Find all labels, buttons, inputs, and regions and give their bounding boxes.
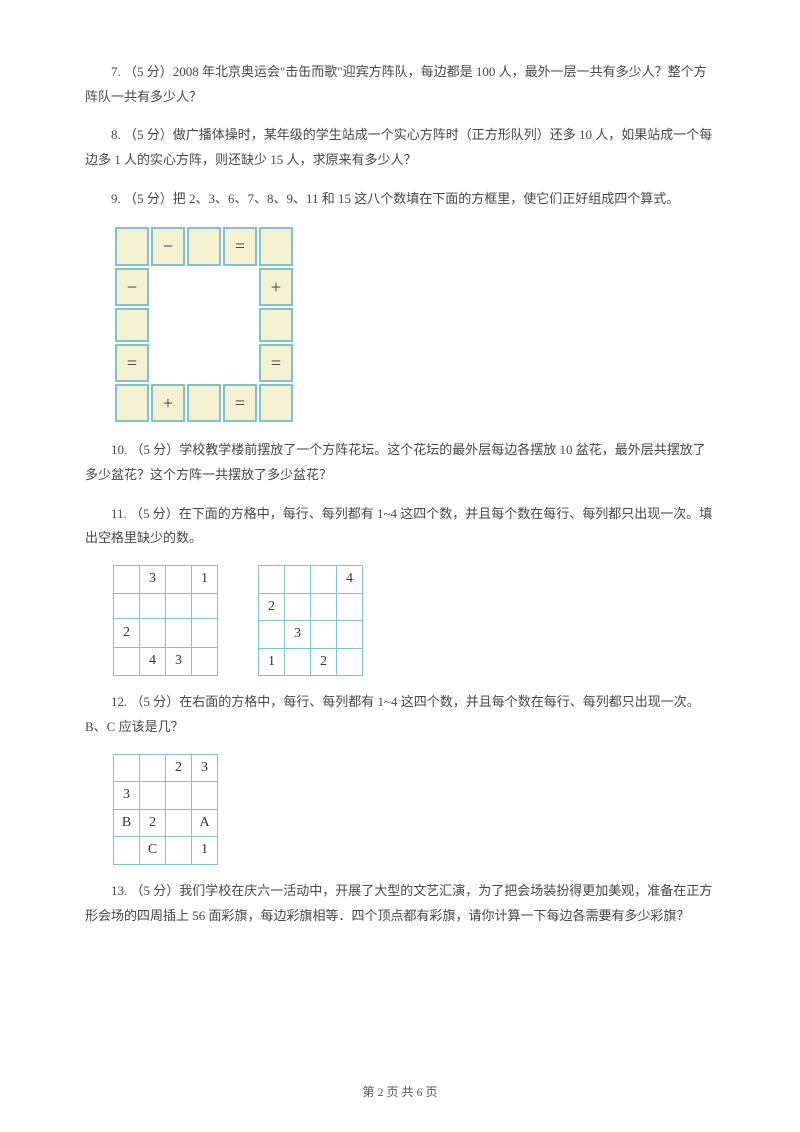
q9-empty — [187, 268, 221, 306]
q9-empty — [187, 308, 221, 342]
q12-c — [140, 754, 166, 782]
q12-c: 3 — [192, 754, 218, 782]
q9-figure: − = − + = = + — [113, 225, 715, 424]
q11r-c — [285, 565, 311, 593]
q12-c: 2 — [140, 809, 166, 837]
q9-empty — [151, 344, 185, 382]
q9-op-right-plus: + — [259, 268, 293, 306]
question-10-text: 10. （5 分）学校教学楼前摆放了一个方阵花坛。这个花坛的最外层每边各摆放 1… — [85, 438, 715, 487]
q11r-c — [285, 648, 311, 676]
q11l-c — [192, 594, 218, 619]
q11l-c: 2 — [114, 619, 140, 648]
q12-grid: 23 3 B2A C1 — [113, 754, 218, 865]
q11l-c: 3 — [166, 647, 192, 676]
page-footer: 第 2 页 共 6 页 — [0, 1081, 800, 1104]
q11l-c: 1 — [192, 565, 218, 594]
q11l-c — [114, 565, 140, 594]
q9-op-bot-plus: + — [151, 384, 185, 422]
q9-cell — [187, 227, 221, 265]
question-7-text: 7. （5 分）2008 年北京奥运会"击缶而歌"迎宾方阵队，每边都是 100 … — [85, 60, 715, 109]
q11-grid-left: 31 2 43 — [113, 565, 218, 676]
q9-cell — [259, 227, 293, 265]
question-11-text: 11. （5 分）在下面的方格中，每行、每列都有 1~4 这四个数，并且每个数在… — [85, 502, 715, 551]
q11r-c — [337, 621, 363, 649]
q11r-c: 3 — [285, 621, 311, 649]
q9-empty — [223, 268, 257, 306]
q11r-c — [259, 621, 285, 649]
q9-cell — [115, 384, 149, 422]
q12-c: 1 — [192, 837, 218, 865]
q11r-c: 2 — [311, 648, 337, 676]
q11l-c — [114, 647, 140, 676]
q11-grid-right: 4 2 3 12 — [258, 565, 363, 676]
q12-figure: 23 3 B2A C1 — [113, 754, 715, 865]
q9-op-top-minus: − — [151, 227, 185, 265]
q11r-c: 4 — [337, 565, 363, 593]
question-9-text: 9. （5 分）把 2、3、6、7、8、9、11 和 15 这八个数填在下面的方… — [85, 187, 715, 212]
q12-c — [114, 754, 140, 782]
q11r-c — [311, 621, 337, 649]
q9-empty — [187, 344, 221, 382]
q11r-c — [259, 565, 285, 593]
q11r-c — [285, 593, 311, 621]
q9-cross-puzzle: − = − + = = + — [113, 225, 295, 424]
q11l-c — [114, 594, 140, 619]
q11l-c — [166, 619, 192, 648]
q9-empty — [223, 344, 257, 382]
q9-empty — [223, 308, 257, 342]
q9-op-right-eq: = — [259, 344, 293, 382]
q12-c: 3 — [114, 782, 140, 810]
q12-c: 2 — [166, 754, 192, 782]
q12-c — [140, 782, 166, 810]
q12-c — [114, 837, 140, 865]
q9-op-left-minus: − — [115, 268, 149, 306]
question-13-text: 13. （5 分）我们学校在庆六一活动中，开展了大型的文艺汇演，为了把会场装扮得… — [85, 879, 715, 928]
q9-cell — [115, 227, 149, 265]
question-12-text: 12. （5 分）在右面的方格中，每行、每列都有 1~4 这四个数，并且每个数在… — [85, 690, 715, 739]
q11r-c — [337, 593, 363, 621]
q9-op-top-eq: = — [223, 227, 257, 265]
q12-c — [192, 782, 218, 810]
q11l-c — [166, 565, 192, 594]
q11l-c: 3 — [140, 565, 166, 594]
q11r-c — [311, 593, 337, 621]
question-8-text: 8. （5 分）做广播体操时，某年级的学生站成一个实心方阵时（正方形队列）还多 … — [85, 123, 715, 172]
q9-empty — [151, 268, 185, 306]
q9-cell — [187, 384, 221, 422]
q11r-c — [311, 565, 337, 593]
q11l-c — [140, 619, 166, 648]
q11r-c — [337, 648, 363, 676]
q11-figures: 31 2 43 4 2 3 12 — [113, 565, 715, 676]
q11r-c: 1 — [259, 648, 285, 676]
q12-c: B — [114, 809, 140, 837]
q11r-c: 2 — [259, 593, 285, 621]
q12-c — [166, 809, 192, 837]
q11l-c — [166, 594, 192, 619]
q9-op-bot-eq: = — [223, 384, 257, 422]
q9-empty — [151, 308, 185, 342]
q11l-c: 4 — [140, 647, 166, 676]
q11l-c — [140, 594, 166, 619]
q9-cell — [259, 384, 293, 422]
q9-cell — [259, 308, 293, 342]
q9-op-left-eq: = — [115, 344, 149, 382]
q9-cell — [115, 308, 149, 342]
q11l-c — [192, 619, 218, 648]
q11l-c — [192, 647, 218, 676]
q12-c — [166, 837, 192, 865]
q12-c: A — [192, 809, 218, 837]
q12-c: C — [140, 837, 166, 865]
q12-c — [166, 782, 192, 810]
